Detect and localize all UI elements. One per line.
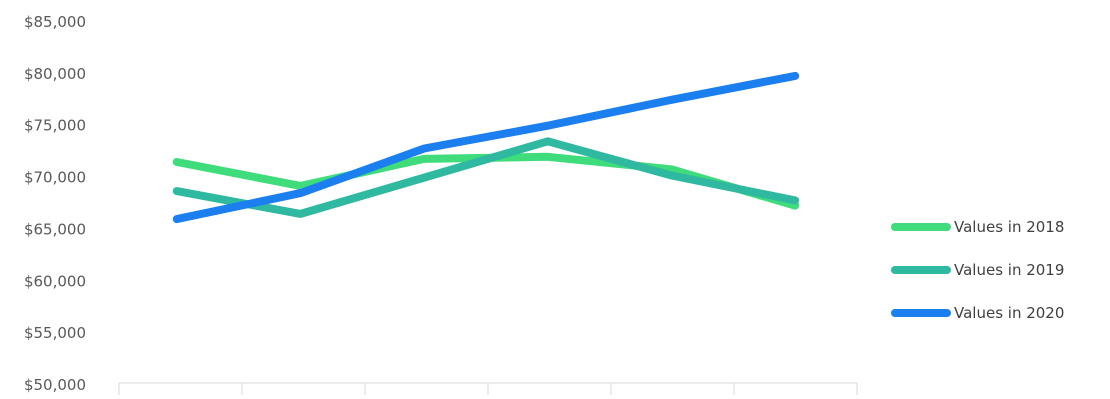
y-tick-label: $75,000 bbox=[24, 117, 86, 135]
y-tick-label: $65,000 bbox=[24, 220, 86, 238]
legend-label: Values in 2018 bbox=[954, 218, 1064, 236]
y-tick-label: $80,000 bbox=[24, 65, 86, 83]
y-tick-label: $60,000 bbox=[24, 272, 86, 290]
series-line-values-in-2019 bbox=[172, 137, 800, 218]
legend: Values in 2018 Values in 2019 Values in 20… bbox=[891, 218, 1064, 322]
series-line-values-in-2020 bbox=[172, 71, 800, 224]
series-layer bbox=[172, 71, 800, 224]
y-tick-label: $55,000 bbox=[24, 324, 86, 342]
y-tick-label: $70,000 bbox=[24, 169, 86, 187]
y-axis: $50,000 $55,000 $60,000 $65,000 $70,000 $75,0… bbox=[24, 13, 86, 394]
legend-label: Values in 2020 bbox=[954, 304, 1064, 322]
legend-label: Values in 2019 bbox=[954, 261, 1064, 279]
y-tick-label: $50,000 bbox=[24, 376, 86, 394]
x-axis bbox=[118, 382, 858, 395]
y-tick-label: $85,000 bbox=[24, 13, 86, 31]
